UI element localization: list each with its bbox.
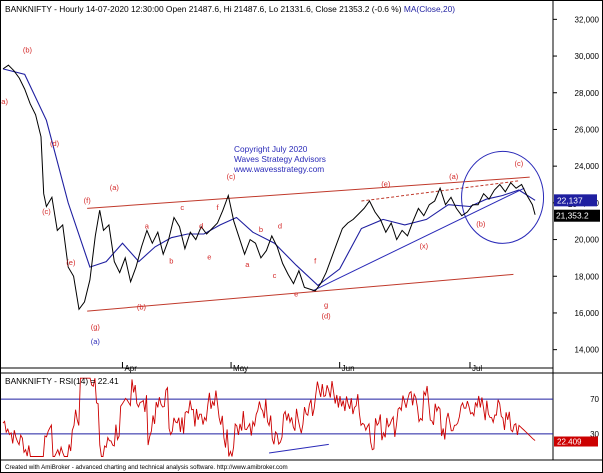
footer-credit: Created with AmiBroker - advanced charti… [5,464,288,471]
time-x-axis: Apr May Jun Jul [121,362,482,373]
copyright-line-2: Waves Strategy Advisors [234,154,326,164]
wave-label: g [324,300,328,309]
header-info: - Hourly 14-07-2020 12:30:00 Open 21487.… [52,4,404,14]
ma-last-badge-label: 22,137 [557,195,583,205]
rsi-header: BANKNIFTY - RSI(14) = 22.41 [5,376,119,386]
wave-label: (e) [381,179,391,188]
header-ma-label: MA(Close,20) [404,4,455,14]
price-line [2,64,536,311]
price-series [2,64,536,311]
price-last-badge-label: 21,353.2 [556,211,589,221]
ma-line [2,68,536,287]
wave-label: (c) [42,207,51,216]
x-tick-label: Apr [124,364,137,373]
wave-label: d [199,222,203,231]
channel-lower-line [87,273,514,312]
wave-label: a) [1,97,8,106]
rising-trendline [312,187,525,292]
wave-label: a [245,260,250,269]
wave-label: a [145,222,150,231]
header-symbol: BANKNIFTY [5,4,52,14]
wave-label: (a) [449,172,459,181]
y-tick-label: 14,000 [575,346,600,355]
wave-label: (c) [227,172,236,181]
chart-header: BANKNIFTY - Hourly 14-07-2020 12:30:00 O… [5,4,455,14]
rsi-level-label: 70 [590,395,599,404]
x-tick-label: Jul [472,364,482,373]
wave-label: f [216,203,219,212]
y-tick-label: 26,000 [575,125,600,134]
wave-label: e [207,253,211,262]
wave-label: (d) [321,311,331,320]
y-tick-label: 24,000 [575,162,600,171]
price-badges: 22,137 21,353.2 22.409 [554,194,600,447]
ma-last-badge [554,194,597,207]
wave-label: b [169,256,173,265]
wave-label: (c) [514,159,523,168]
rsi-divergence-line [268,443,329,454]
wave-label: c [180,203,184,212]
wave-label-blue: (a) [91,337,101,346]
wave-label: c [273,271,277,280]
ma-series [2,68,536,287]
rsi-panel: 70 30 [1,377,600,457]
price-last-badge [554,209,600,222]
y-tick-label: 20,000 [575,236,600,245]
wave-label: (e) [66,258,76,267]
wave-label: (b) [137,302,147,311]
highlight-circle [461,150,545,244]
channel-upper-line [87,176,530,209]
y-tick-label: 16,000 [575,309,600,318]
wave-labels: (b) a) (d) (c) (e) (f) (a) (b) (g) a b c d e f (c) a b c d e… [1,45,523,346]
x-tick-label: May [233,364,248,373]
wave-label: d [278,222,282,231]
copyright-line-3: www.wavesstrategy.com [233,164,324,174]
copyright-line-1: Copyright July 2020 [234,144,308,154]
wave-label: (f) [84,196,92,205]
wave-label: (x) [419,242,428,251]
wave-label: (d) [50,139,60,148]
dashed-resistance-line [361,180,519,202]
y-tick-label: 32,000 [575,15,600,24]
wave-label: (g) [91,322,101,331]
y-tick-label: 28,000 [575,89,600,98]
rsi-line [2,377,536,457]
rsi-level-label: 30 [590,430,599,439]
wave-label: (a) [110,183,120,192]
wave-label: b [259,225,263,234]
wave-label: (b) [23,45,33,54]
y-tick-label: 30,000 [575,52,600,61]
x-tick-label: Jun [342,364,355,373]
channel-lines [87,150,545,312]
rsi-last-badge-label: 22.409 [557,438,582,447]
y-tick-label: 18,000 [575,272,600,281]
rsi-last-badge [554,436,598,447]
wave-label: f [314,256,317,265]
wave-label: e [294,289,298,298]
wave-label: (b) [476,220,486,229]
